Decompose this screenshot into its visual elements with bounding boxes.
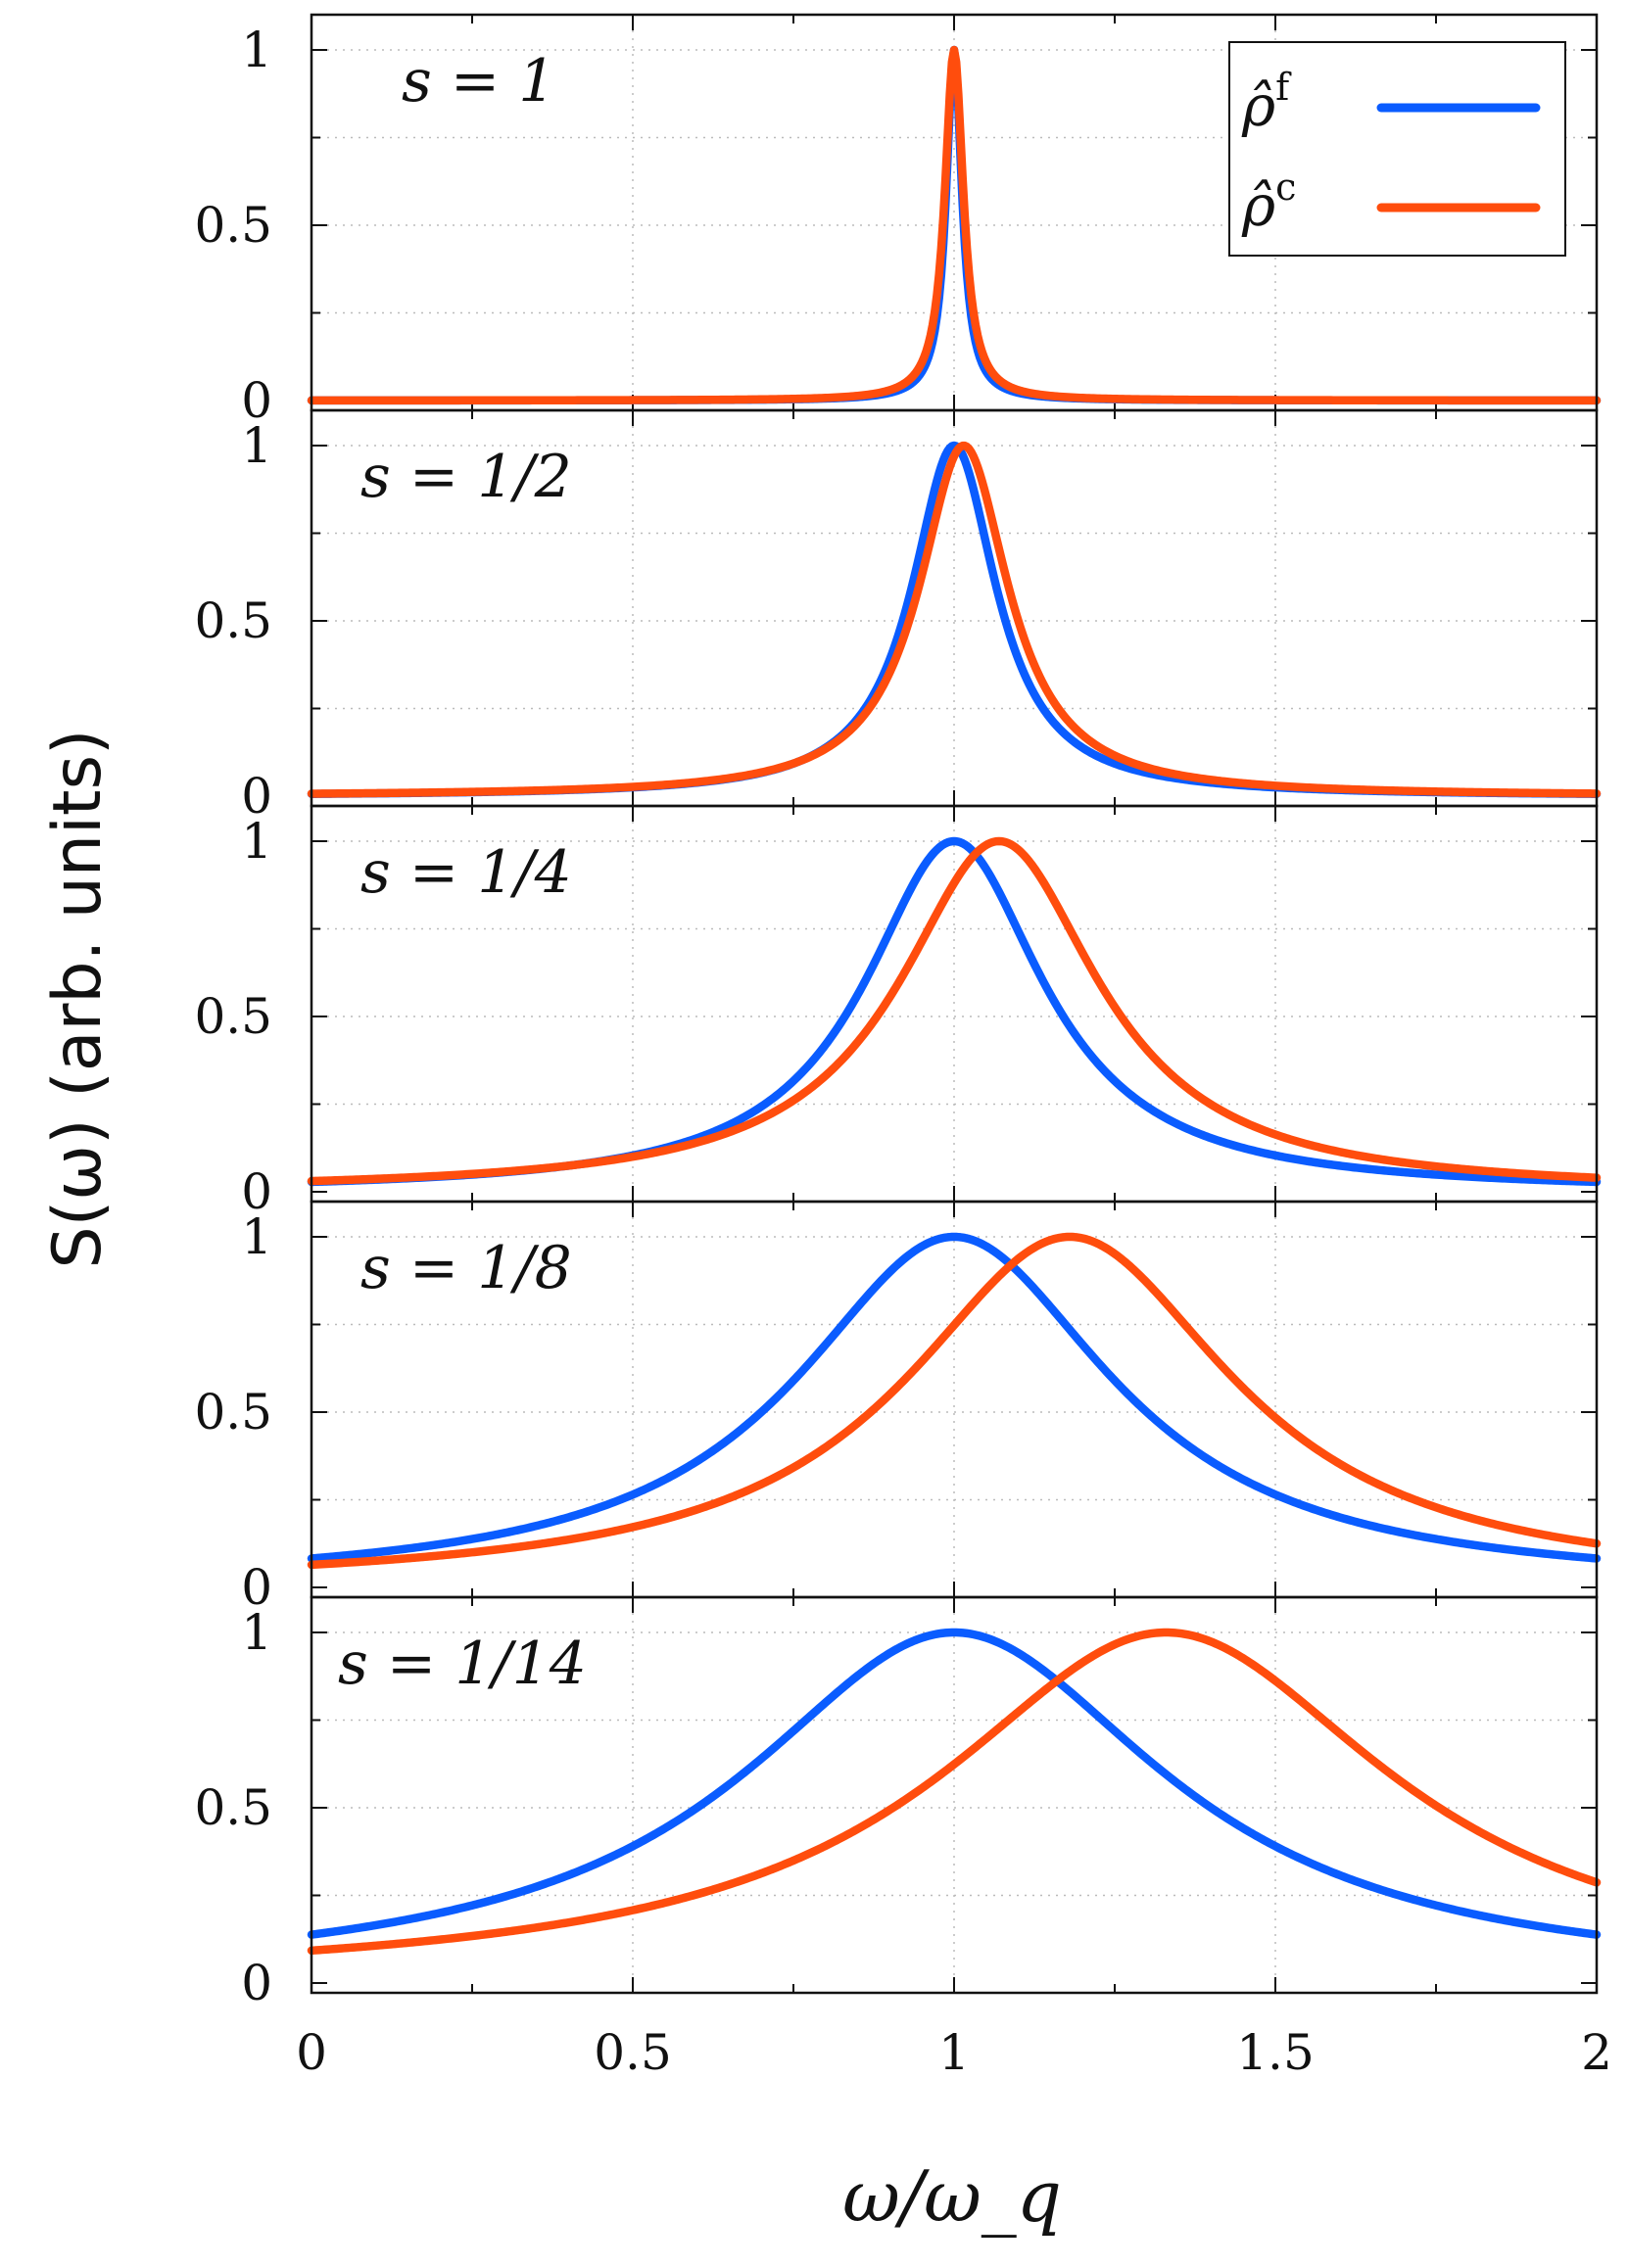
y-axis-label: S(ω) (arb. units) <box>39 729 117 1268</box>
legend-label-f: ρ̂f <box>1241 66 1292 139</box>
y-tick-label: 1 <box>241 1604 272 1661</box>
panel-label: s = 1 <box>402 47 555 116</box>
legend-label-c-sup: c <box>1275 165 1296 209</box>
y-tick-label: 0 <box>241 1955 272 2011</box>
panel-2: 0 0.5 1 s = 1/2 <box>194 408 1602 825</box>
x-tick-label: 1.5 <box>1236 2024 1315 2081</box>
legend-label-f-sup: f <box>1275 66 1292 109</box>
series-line-f-panel-5 <box>307 1628 1602 1939</box>
series-line-c-panel-1 <box>307 45 1602 405</box>
panel-label: s = 1/8 <box>360 1234 572 1302</box>
legend: ρ̂f ρ̂c <box>1228 41 1566 257</box>
legend-label-f-base: ρ̂ <box>1241 72 1275 139</box>
y-tick-label: 0 <box>241 1163 272 1220</box>
y-tick-label: 1 <box>241 22 272 78</box>
x-tick-label: 2 <box>1581 2024 1612 2081</box>
y-tick-label: 0.5 <box>194 592 272 649</box>
x-tick-label: 0 <box>296 2024 327 2081</box>
series-line-c-panel-4 <box>307 1232 1602 1570</box>
x-axis-label: ω/ω_q <box>842 2155 1062 2238</box>
legend-label-c: ρ̂c <box>1241 165 1296 239</box>
y-tick-label: 1 <box>241 1208 272 1265</box>
panel-label: s = 1/4 <box>360 838 572 907</box>
x-tick-label: 0.5 <box>594 2024 672 2081</box>
panels: 0 0.5 1 s = 1 0 0.5 1 s = 1/2 0 0.5 1 s = 1/4 0 0.5 1 s… <box>194 13 1612 2081</box>
panel-label: s = 1/14 <box>338 1630 587 1698</box>
y-tick-label: 0.5 <box>194 988 272 1045</box>
panel-5: 0 0.5 1 s = 1/14 <box>194 1595 1602 2011</box>
y-tick-label: 0 <box>241 372 272 429</box>
legend-label-c-base: ρ̂ <box>1241 172 1275 239</box>
panel-frame <box>310 1595 1599 1995</box>
series-line-c-panel-5 <box>307 1628 1602 1956</box>
panel-3: 0 0.5 1 s = 1/4 <box>194 804 1602 1220</box>
y-tick-label: 0.5 <box>194 197 272 254</box>
series-line-f-panel-4 <box>307 1232 1602 1563</box>
panel-1: 0 0.5 1 s = 1 <box>194 13 1602 429</box>
y-tick-label: 0 <box>241 1559 272 1616</box>
panel-4: 0 0.5 1 s = 1/8 <box>194 1200 1602 1616</box>
panel-label: s = 1/2 <box>360 443 572 511</box>
y-tick-label: 1 <box>241 813 272 870</box>
y-tick-label: 0.5 <box>194 1779 272 1836</box>
series-line-c-panel-3 <box>307 836 1602 1186</box>
series-line-c-panel-2 <box>307 441 1602 798</box>
legend-box <box>1228 41 1566 257</box>
x-tick-label: 1 <box>938 2024 970 2081</box>
y-tick-label: 0 <box>241 768 272 825</box>
y-tick-label: 0.5 <box>194 1384 272 1441</box>
y-tick-label: 1 <box>241 417 272 474</box>
